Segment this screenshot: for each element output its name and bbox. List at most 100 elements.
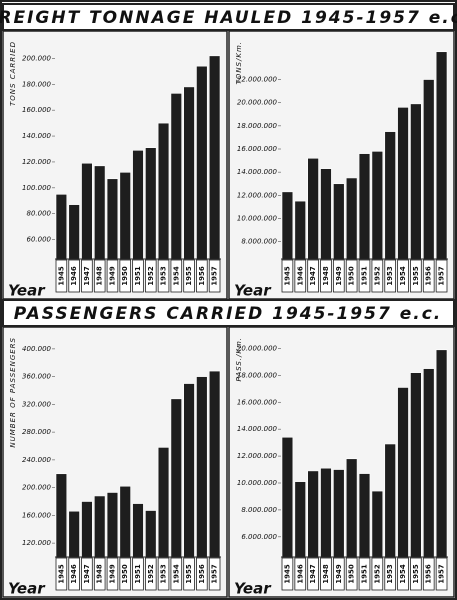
year-box: [119, 259, 132, 293]
x-tick-label: 1955: [412, 266, 420, 286]
bar: [119, 485, 131, 558]
year-box: [294, 259, 307, 293]
bar: [119, 171, 131, 260]
y-tick-label: 18.000.000: [237, 122, 278, 130]
x-tick-label: 1950: [121, 266, 129, 286]
year-box: [422, 259, 435, 293]
y-tick-label: 240.000: [22, 456, 51, 464]
x-tick-label: 1949: [108, 564, 116, 584]
x-tick-label: 1950: [348, 564, 356, 584]
bar: [320, 168, 332, 260]
x-tick-label: 1956: [198, 564, 206, 584]
y-tick-label: 16.000.000: [237, 145, 278, 153]
bar: [170, 93, 182, 260]
y-axis-label: NUMBER OF PASSENGERS: [9, 337, 17, 448]
chart-title: FREIGHT TONNAGE HAULED 1945-1957 e.c.: [0, 8, 457, 28]
x-tick-label: 1945: [57, 564, 65, 584]
bar: [384, 443, 396, 558]
year-box: [68, 259, 80, 293]
y-axis-label: TONS/Km.: [235, 41, 243, 84]
year-box: [384, 259, 397, 293]
title-banner: [2, 3, 455, 31]
x-tick-label: 1948: [96, 564, 104, 584]
year-box: [55, 259, 68, 293]
bar: [81, 162, 93, 260]
y-tick-label: 60.000: [27, 236, 52, 244]
x-tick-label: 1952: [373, 266, 381, 286]
bar: [358, 473, 371, 558]
bar: [68, 510, 80, 558]
year-box: [371, 557, 384, 591]
y-tick-label: 12.000.000: [237, 452, 278, 460]
bar: [371, 151, 384, 260]
bar: [410, 372, 422, 558]
bar: [345, 458, 358, 558]
bar: [358, 153, 371, 260]
y-tick-label: 16.000.000: [237, 398, 278, 406]
x-tick-label: 1949: [335, 266, 343, 286]
x-tick-label: 1950: [121, 564, 129, 584]
year-box: [144, 259, 157, 293]
bar: [281, 191, 294, 260]
y-axis-label: TONS CARRIED: [9, 41, 17, 106]
x-tick-label: 1953: [160, 564, 168, 584]
bar: [307, 470, 319, 558]
bar: [294, 481, 306, 558]
y-tick-label: 360.000: [22, 373, 51, 381]
y-tick-label: 200.000: [22, 54, 51, 62]
x-tick-label: 1945: [57, 266, 65, 286]
x-tick-label: 1946: [70, 266, 78, 286]
bar: [307, 157, 319, 260]
year-box: [196, 557, 208, 591]
year-box: [307, 557, 319, 591]
bar: [157, 447, 170, 558]
y-tick-label: 120.000: [22, 539, 51, 547]
y-tick-label: 10.000.000: [237, 214, 278, 222]
y-tick-label: 400.000: [22, 345, 51, 353]
bar: [170, 398, 182, 558]
year-box: [384, 557, 397, 591]
year-box: [68, 557, 80, 591]
x-tick-label: 1956: [198, 266, 206, 286]
x-tick-label: 1947: [309, 564, 317, 584]
year-box: [170, 259, 183, 293]
bar: [183, 86, 195, 260]
x-tick-label: 1951: [361, 266, 369, 286]
year-box: [435, 259, 448, 293]
x-tick-label: 1955: [185, 266, 193, 286]
y-tick-label: 8.000.000: [241, 506, 277, 514]
chart-title: PASSENGERS CARRIED 1945-1957 e.c.: [14, 304, 443, 324]
y-tick-label: 20.000.000: [237, 99, 278, 107]
year-box: [435, 557, 448, 591]
year-box: [157, 259, 170, 293]
bar: [397, 107, 409, 260]
y-tick-label: 80.000: [27, 210, 52, 218]
y-tick-label: 20.000.000: [237, 344, 278, 352]
bar: [410, 103, 422, 260]
x-tick-label: 1953: [160, 266, 168, 286]
bar: [145, 510, 157, 558]
year-box: [106, 259, 119, 293]
y-tick-label: 14.000.000: [237, 168, 278, 176]
bar: [55, 473, 68, 558]
x-tick-label: 1954: [172, 564, 180, 584]
year-box: [345, 259, 358, 293]
bar: [371, 490, 384, 558]
x-axis-label: Year: [234, 580, 272, 598]
year-box: [93, 557, 106, 591]
bar: [196, 376, 208, 558]
bar: [106, 178, 119, 260]
x-tick-label: 1946: [70, 564, 78, 584]
x-tick-label: 1953: [386, 564, 394, 584]
year-box: [183, 557, 195, 591]
x-tick-label: 1948: [322, 266, 330, 286]
x-tick-label: 1949: [108, 266, 116, 286]
x-tick-label: 1952: [373, 564, 381, 584]
year-box: [132, 259, 144, 293]
bar: [320, 467, 332, 558]
x-tick-label: 1947: [83, 564, 91, 584]
x-tick-label: 1951: [361, 564, 369, 584]
x-tick-label: 1947: [309, 266, 317, 286]
y-tick-label: 140.000: [22, 132, 51, 140]
